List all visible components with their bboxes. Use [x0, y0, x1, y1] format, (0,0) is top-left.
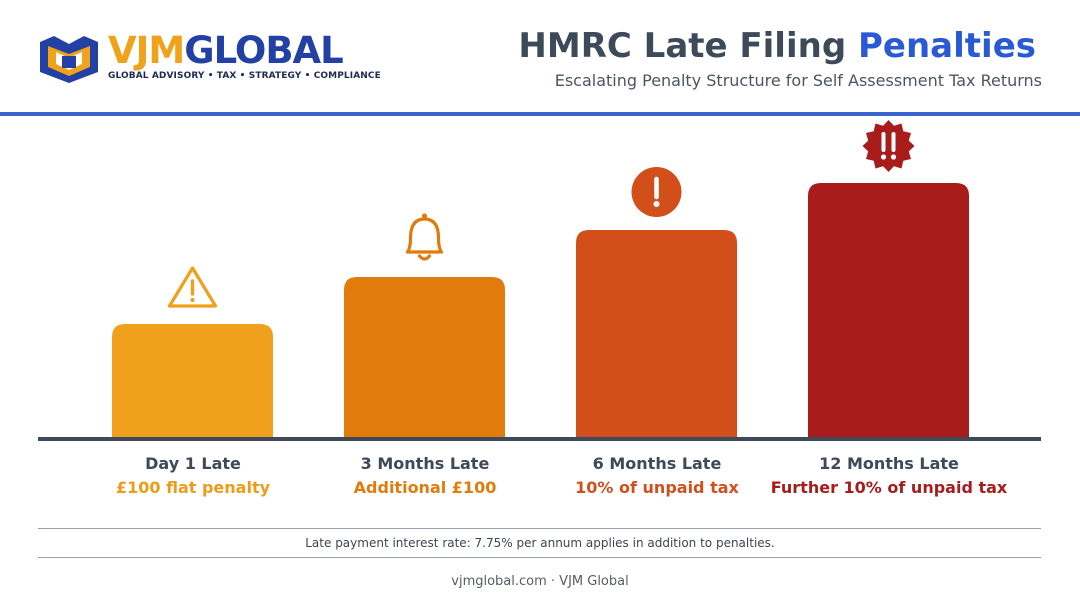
exclamation-circle-icon: [631, 167, 682, 217]
header-divider: [0, 112, 1080, 116]
category-label: 12 Months Late: [819, 454, 959, 473]
title-accent: Penalties: [858, 26, 1036, 66]
brand-name: VJMGLOBAL: [108, 29, 344, 72]
note-bottom-divider: [38, 557, 1041, 558]
warning-triangle-icon: [167, 266, 218, 308]
double-exclamation-badge-icon: [862, 120, 915, 172]
category-label: 6 Months Late: [592, 454, 722, 473]
category-label: Day 1 Late: [145, 454, 241, 473]
page-subtitle: Escalating Penalty Structure for Self As…: [554, 71, 1042, 90]
note-top-divider: [38, 528, 1041, 529]
bar-label-3: 6 Months Late 10% of unpaid tax: [522, 452, 792, 500]
brand-name-global: GLOBAL: [184, 29, 343, 72]
interest-note: Late payment interest rate: 7.75% per an…: [305, 536, 775, 550]
page-title: HMRC Late Filing Penalties: [518, 26, 1036, 66]
brand-tagline: GLOBAL ADVISORY • TAX • STRATEGY • COMPL…: [108, 71, 381, 81]
bell-icon: [405, 213, 444, 261]
title-main: HMRC Late Filing: [518, 26, 858, 66]
bar-label-4: 12 Months Late Further 10% of unpaid tax: [754, 452, 1024, 500]
value-label: Additional £100: [353, 478, 497, 497]
bar-3: [576, 230, 737, 438]
penalty-bar-chart: [38, 120, 1041, 441]
logo-emblem-icon: [40, 36, 98, 83]
vjm-global-logo: VJMGLOBAL GLOBAL ADVISORY • TAX • STRATE…: [38, 29, 381, 88]
brand-name-vjm: VJM: [108, 29, 185, 72]
bar-4: [808, 183, 969, 438]
category-label: 3 Months Late: [360, 454, 490, 473]
value-label: £100 flat penalty: [115, 478, 271, 497]
header: VJMGLOBAL GLOBAL ADVISORY • TAX • STRATE…: [0, 0, 1080, 112]
bar-label-2: 3 Months Late Additional £100: [290, 452, 560, 500]
bar-2: [344, 277, 505, 438]
bar-label-1: Day 1 Late £100 flat penalty: [58, 452, 328, 500]
footer-text: vjmglobal.com · VJM Global: [451, 574, 629, 589]
value-label: 10% of unpaid tax: [575, 478, 739, 497]
bar-1: [112, 324, 273, 438]
value-label: Further 10% of unpaid tax: [770, 478, 1008, 497]
